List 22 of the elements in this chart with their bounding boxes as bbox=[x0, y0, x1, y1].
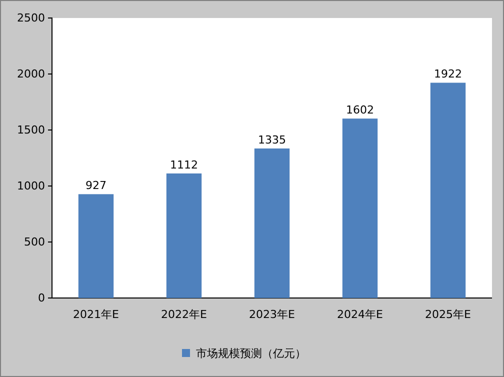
y-tick-label: 1000 bbox=[17, 180, 45, 193]
data-label: 927 bbox=[86, 179, 106, 192]
bar bbox=[430, 82, 466, 298]
legend-label: 市场规模预测（亿元） bbox=[196, 347, 306, 360]
data-label: 1112 bbox=[170, 158, 198, 172]
x-tick-label: 2021年E bbox=[73, 308, 120, 321]
data-label: 1335 bbox=[258, 133, 286, 146]
y-tick-label: 0 bbox=[38, 292, 45, 305]
x-tick-label: 2024年E bbox=[337, 308, 384, 321]
bar bbox=[342, 118, 378, 298]
x-tick-label: 2023年E bbox=[249, 308, 296, 321]
x-tick-label: 2022年E bbox=[161, 308, 208, 321]
y-tick-label: 1500 bbox=[17, 124, 45, 137]
bar bbox=[78, 194, 114, 298]
y-tick-label: 500 bbox=[24, 236, 45, 249]
bar bbox=[254, 148, 290, 298]
y-tick-label: 2500 bbox=[17, 12, 45, 25]
data-label: 1922 bbox=[434, 68, 462, 81]
x-tick-label: 2025年E bbox=[425, 308, 472, 321]
data-label: 1602 bbox=[346, 104, 374, 117]
y-tick-label: 2000 bbox=[17, 68, 45, 81]
bar bbox=[166, 173, 202, 298]
